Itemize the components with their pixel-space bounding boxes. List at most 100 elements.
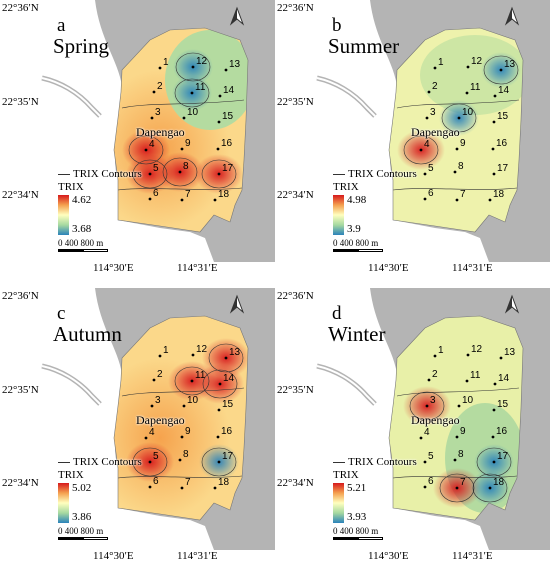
sampling-site-dot bbox=[465, 379, 469, 383]
sampling-site-dot bbox=[216, 147, 220, 151]
site-label: 14 bbox=[223, 85, 235, 96]
sampling-site-dot bbox=[423, 172, 427, 176]
sampling-site-dot bbox=[180, 435, 184, 439]
site-label: 11 bbox=[470, 82, 481, 93]
sampling-site-dot bbox=[218, 382, 222, 386]
site-label: 15 bbox=[497, 399, 509, 410]
legend-min: 3.68 bbox=[72, 223, 92, 235]
site-label: 12 bbox=[196, 56, 208, 67]
sampling-site-dot bbox=[152, 90, 156, 94]
site-label: 13 bbox=[229, 59, 241, 70]
sampling-site-dot bbox=[190, 379, 194, 383]
sampling-site-dot bbox=[152, 378, 156, 382]
sampling-site-dot bbox=[427, 90, 431, 94]
site-label: 13 bbox=[504, 347, 516, 358]
trix-contour bbox=[174, 78, 210, 108]
site-label: 2 bbox=[432, 81, 438, 92]
place-label: Dapengao bbox=[411, 413, 460, 427]
color-ramp bbox=[58, 483, 69, 523]
lon-label-right: 114°31′E bbox=[177, 550, 218, 562]
sampling-site-dot bbox=[492, 460, 496, 464]
lon-label-left: 114°30′E bbox=[93, 262, 134, 274]
sampling-site-dot bbox=[419, 436, 423, 440]
site-label: 3 bbox=[430, 107, 436, 118]
trix-contour bbox=[472, 473, 508, 503]
sampling-site-dot bbox=[493, 382, 497, 386]
trix-contour bbox=[201, 447, 237, 477]
sea-area bbox=[301, 288, 489, 550]
site-label: 16 bbox=[496, 426, 508, 437]
sampling-site-dot bbox=[150, 404, 154, 408]
site-label: 2 bbox=[157, 369, 163, 380]
site-label: 18 bbox=[493, 189, 505, 200]
place-label: Dapengao bbox=[411, 125, 460, 139]
sampling-site-dot bbox=[427, 378, 431, 382]
sampling-site-dot bbox=[217, 172, 221, 176]
site-label: 1 bbox=[438, 57, 444, 68]
sampling-site-dot bbox=[419, 148, 423, 152]
north-arrow-icon bbox=[504, 294, 520, 314]
sampling-site-dot bbox=[190, 91, 194, 95]
season-title: Summer bbox=[328, 34, 400, 58]
color-ramp bbox=[333, 195, 344, 235]
sampling-site-dot bbox=[191, 353, 195, 357]
legend-max: 5.21 bbox=[347, 482, 367, 494]
site-label: 17 bbox=[222, 163, 234, 174]
season-title: Spring bbox=[53, 34, 110, 58]
map-canvas bbox=[26, 0, 275, 262]
sampling-site-dot bbox=[453, 170, 457, 174]
site-label: 9 bbox=[460, 138, 466, 149]
north-arrow-icon bbox=[229, 6, 245, 26]
site-label: 6 bbox=[428, 188, 434, 199]
scale-labels: 0 400 800 m bbox=[58, 238, 104, 248]
panel-winter: 22°36′N 22°35′N 22°34′N 114°30′E 114°31′… bbox=[275, 288, 550, 575]
trix-contour bbox=[392, 99, 520, 191]
trix-contour bbox=[117, 387, 245, 479]
site-label: 3 bbox=[155, 107, 161, 118]
sampling-site-dot bbox=[488, 198, 492, 202]
sampling-site-dot bbox=[217, 460, 221, 464]
site-label: 17 bbox=[497, 163, 509, 174]
sampling-site-dot bbox=[180, 147, 184, 151]
lat-label-top: 22°36′N bbox=[277, 2, 314, 14]
site-label: 14 bbox=[498, 373, 510, 384]
legend-title: TRIX bbox=[333, 181, 359, 193]
trix-contour bbox=[208, 343, 244, 373]
lon-label-right: 114°31′E bbox=[177, 262, 218, 274]
site-label: 11 bbox=[470, 370, 481, 381]
trix-contour bbox=[483, 55, 519, 85]
site-label: 4 bbox=[149, 427, 155, 438]
panel-summer: 22°36′N 22°35′N 22°34′N 114°30′E 114°31′… bbox=[275, 0, 550, 287]
trix-contour bbox=[132, 447, 168, 477]
lat-label-top: 22°36′N bbox=[277, 290, 314, 302]
legend-max: 5.02 bbox=[72, 482, 92, 494]
lat-label-mid: 22°35′N bbox=[2, 96, 39, 108]
site-label: 5 bbox=[153, 163, 159, 174]
site-label: 10 bbox=[187, 107, 199, 118]
site-label: 17 bbox=[497, 451, 509, 462]
sampling-site-dot bbox=[158, 66, 162, 70]
sampling-site-dot bbox=[455, 435, 459, 439]
trix-surface bbox=[113, 27, 249, 233]
sampling-site-dot bbox=[499, 68, 503, 72]
legend-min: 3.9 bbox=[347, 223, 361, 235]
legend-max: 4.62 bbox=[72, 194, 92, 206]
site-label: 8 bbox=[183, 161, 189, 172]
trix-contour bbox=[409, 391, 445, 421]
trix-surface bbox=[113, 315, 249, 521]
sampling-site-dot bbox=[457, 116, 461, 120]
sampling-site-dot bbox=[466, 353, 470, 357]
scale-bar bbox=[333, 249, 383, 252]
sampling-site-dot bbox=[148, 460, 152, 464]
site-label: 15 bbox=[222, 111, 234, 122]
sampling-site-dot bbox=[150, 116, 154, 120]
sampling-site-dot bbox=[213, 198, 217, 202]
lat-label-bottom: 22°34′N bbox=[277, 189, 314, 201]
trix-contour bbox=[117, 99, 245, 191]
sampling-site-dot bbox=[423, 460, 427, 464]
color-ramp bbox=[333, 483, 344, 523]
legend-max: 4.98 bbox=[347, 194, 367, 206]
site-label: 8 bbox=[458, 161, 464, 172]
site-label: 1 bbox=[163, 345, 169, 356]
site-label: 12 bbox=[471, 344, 483, 355]
